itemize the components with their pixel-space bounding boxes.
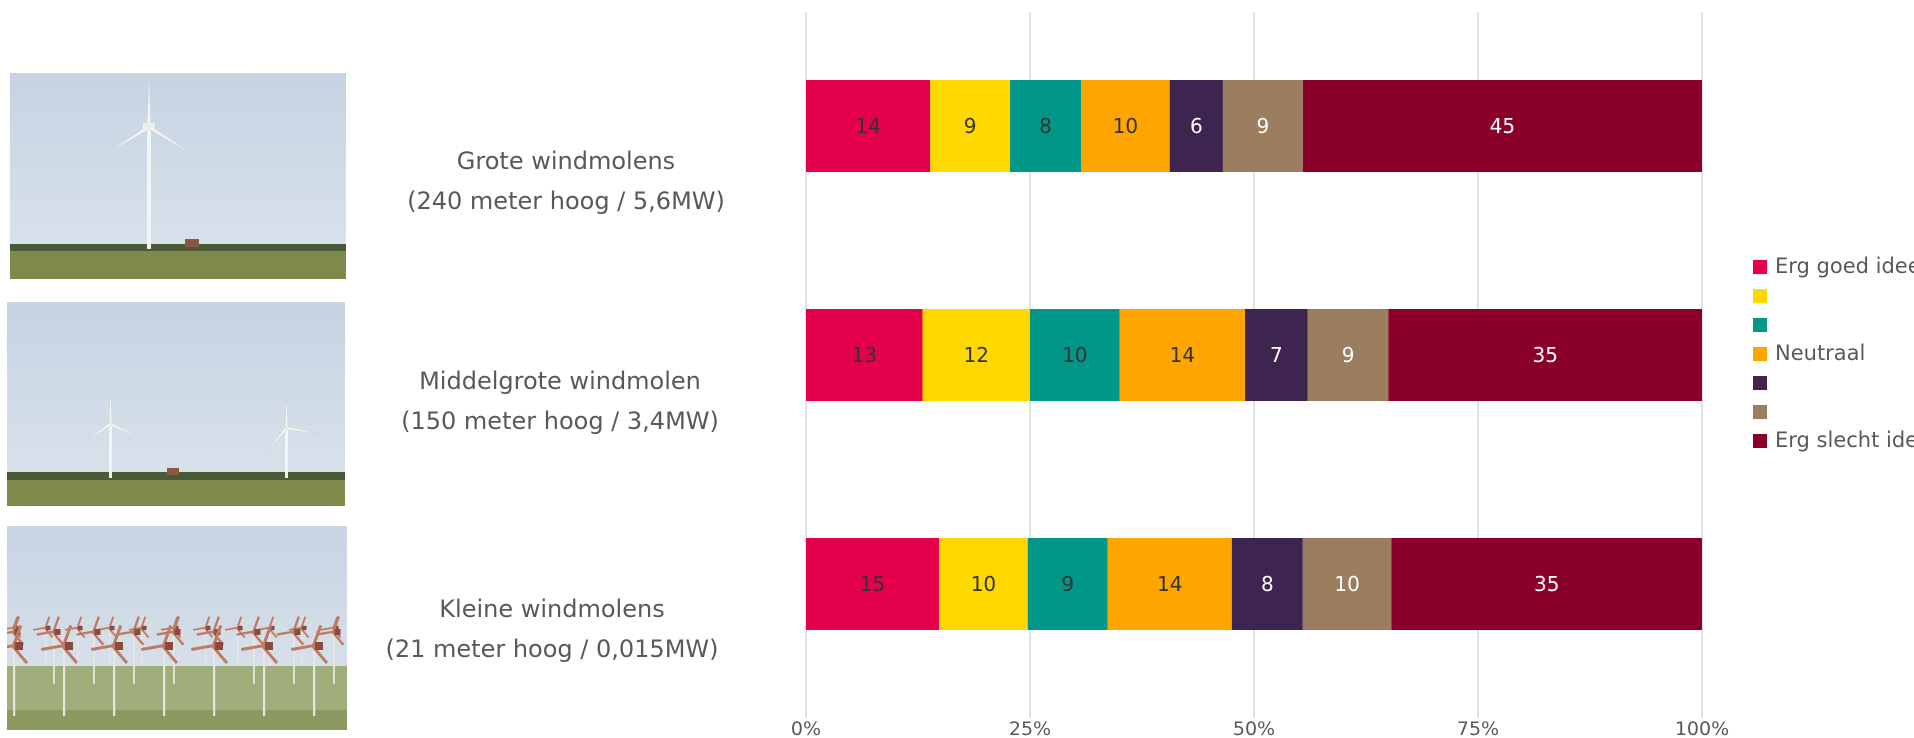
legend-item	[1753, 397, 1914, 426]
bar-segment	[1030, 309, 1120, 401]
data-label: 35	[1534, 572, 1559, 596]
data-label: 10	[971, 572, 996, 596]
data-label: 14	[855, 114, 880, 138]
data-label: 9	[964, 114, 977, 138]
legend-item	[1753, 281, 1914, 310]
data-label: 8	[1039, 114, 1052, 138]
row-label-line: Grote windmolens	[456, 147, 676, 175]
data-label: 9	[1342, 343, 1355, 367]
bar-segment	[806, 538, 940, 630]
x-tick-label: 25%	[1009, 718, 1051, 738]
bar-segment	[1169, 80, 1223, 172]
bar-segment	[930, 80, 1011, 172]
legend-label: Erg goed idee	[1775, 254, 1914, 278]
data-label: 7	[1270, 343, 1283, 367]
x-tick-label: 50%	[1233, 718, 1275, 738]
row-label-large: Grote windmolens (240 meter hoog / 5,6MW…	[396, 141, 736, 221]
legend-swatch	[1753, 260, 1767, 274]
data-label: 35	[1532, 343, 1557, 367]
photo-medium-turbines	[7, 302, 345, 506]
legend-item	[1753, 368, 1914, 397]
data-label: 6	[1190, 114, 1203, 138]
x-tick-label: 100%	[1675, 718, 1729, 738]
data-label: 12	[964, 343, 989, 367]
bar-segment	[1302, 538, 1392, 630]
bar-segment	[1027, 538, 1108, 630]
bar-segment	[922, 309, 1030, 401]
bar-segment	[1081, 80, 1170, 172]
bar-segment	[1119, 309, 1246, 401]
bar-segment	[1222, 80, 1303, 172]
legend-swatch	[1753, 318, 1767, 332]
data-label: 9	[1061, 572, 1074, 596]
row-label-small: Kleine windmolens (21 meter hoog / 0,015…	[382, 589, 722, 669]
photo-large-turbine	[10, 73, 346, 279]
row-label-medium: Middelgrote windmolen (150 meter hoog / …	[390, 361, 730, 441]
bar-segment	[1307, 309, 1389, 401]
data-label: 9	[1257, 114, 1270, 138]
data-label: 10	[1113, 114, 1138, 138]
legend: Erg goed idee Neutraal Erg slecht idee	[1753, 252, 1914, 455]
legend-swatch	[1753, 376, 1767, 390]
row-label-line: Kleine windmolens	[439, 595, 665, 623]
legend-swatch	[1753, 405, 1767, 419]
bar-segment	[1302, 80, 1702, 172]
bar-segment	[1231, 538, 1303, 630]
legend-label: Erg slecht idee	[1775, 428, 1914, 452]
legend-item: Erg goed idee	[1753, 252, 1914, 281]
photo-small-turbines	[7, 526, 347, 730]
legend-swatch	[1753, 289, 1767, 303]
x-tick-label: 0%	[791, 718, 821, 738]
bar-segment	[806, 309, 923, 401]
bar-segment	[939, 538, 1028, 630]
legend-swatch	[1753, 434, 1767, 448]
x-tick-label: 75%	[1457, 718, 1499, 738]
data-label: 10	[1062, 343, 1087, 367]
legend-item	[1753, 310, 1914, 339]
data-label: 8	[1261, 572, 1274, 596]
legend-item: Neutraal	[1753, 339, 1914, 368]
row-label-line: (21 meter hoog / 0,015MW)	[385, 635, 719, 663]
bar-segment	[1010, 80, 1082, 172]
data-label: 10	[1334, 572, 1359, 596]
row-label-line: (240 meter hoog / 5,6MW)	[407, 187, 725, 215]
bar-segment	[806, 80, 931, 172]
bar-segment	[1245, 309, 1308, 401]
data-label: 15	[860, 572, 885, 596]
bar-segment	[1391, 538, 1702, 630]
bar-segment	[1107, 538, 1232, 630]
data-label: 13	[852, 343, 877, 367]
legend-swatch	[1753, 347, 1767, 361]
legend-label: Neutraal	[1775, 341, 1866, 365]
data-label: 45	[1490, 114, 1515, 138]
data-label: 14	[1170, 343, 1195, 367]
row-label-line: (150 meter hoog / 3,4MW)	[401, 407, 719, 435]
legend-item: Erg slecht idee	[1753, 426, 1914, 455]
data-label: 14	[1157, 572, 1182, 596]
row-label-line: Middelgrote windmolen	[419, 367, 701, 395]
bar-segment	[1388, 309, 1702, 401]
